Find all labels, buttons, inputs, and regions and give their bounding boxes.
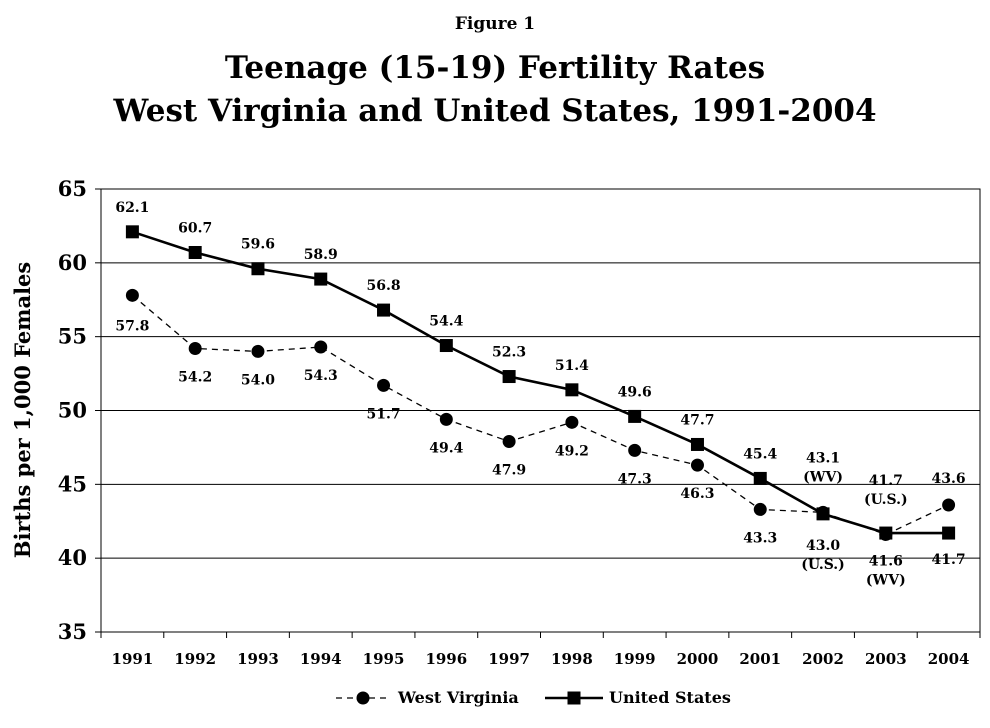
gridlines <box>101 188 980 559</box>
series-line-west-virginia <box>131 294 949 536</box>
data-label-west-virginia-1997: 47.9 <box>492 463 526 479</box>
point-united-states-1998 <box>565 383 579 397</box>
data-label-united-states-1995: 56.8 <box>366 278 400 294</box>
point-west-virginia-1996 <box>439 412 453 426</box>
point-united-states-1999 <box>628 409 642 423</box>
legend-marker-west-virginia <box>356 691 370 705</box>
data-label-west-virginia-2000: 46.3 <box>680 486 714 502</box>
point-west-virginia-2000 <box>690 458 704 472</box>
point-west-virginia-1994 <box>314 340 328 354</box>
series-layer <box>125 225 956 542</box>
point-west-virginia-2001 <box>753 502 767 516</box>
x-tick-label: 1998 <box>551 650 593 668</box>
point-united-states-1997 <box>502 370 516 384</box>
data-label-west-virginia-1992: 54.2 <box>178 369 212 385</box>
chart-title: Teenage (15-19) Fertility Rates <box>224 50 766 86</box>
data-label-united-states-1999: 49.6 <box>618 384 652 400</box>
data-label-united-states-1997: 52.3 <box>492 345 526 361</box>
data-label-west-virginia-1995: 51.7 <box>366 406 400 422</box>
data-label-united-states-1991: 62.1 <box>115 200 149 216</box>
x-tick-label: 1997 <box>488 650 530 668</box>
data-label-west-virginia-2001: 43.3 <box>743 530 777 546</box>
figure-label: Figure 1 <box>454 14 536 34</box>
data-labels: 62.1 60.7 59.6 58.9 56.8 54.4 52.3 51.4 49.6 47.7… <box>115 200 965 589</box>
data-label-united-states-2000: 47.7 <box>680 412 714 428</box>
point-west-virginia-1997 <box>502 435 516 449</box>
point-united-states-2003 <box>879 526 893 540</box>
data-label-west-virginia-1998: 49.2 <box>555 443 589 459</box>
x-tick-label: 2000 <box>677 650 719 668</box>
data-label-united-states-1993: 59.6 <box>241 237 275 253</box>
y-tick-label: 45 <box>58 471 87 496</box>
chart-subtitle: West Virginia and United States, 1991-20… <box>113 93 877 129</box>
data-label-west-virginia-2003: 41.6 (WV) <box>866 554 906 589</box>
x-tick-label: 2003 <box>865 650 907 668</box>
x-tick-label: 2002 <box>802 650 844 668</box>
data-label-united-states-2002: 43.0 (U.S.) <box>801 538 845 573</box>
legend-label-united-states: United States <box>609 688 731 707</box>
data-label-west-virginia-1991: 57.8 <box>115 318 149 334</box>
data-label-united-states-1998: 51.4 <box>555 358 589 374</box>
point-west-virginia-1992 <box>188 341 202 355</box>
point-united-states-1993 <box>251 262 265 276</box>
point-united-states-1994 <box>314 272 328 286</box>
point-united-states-2002 <box>816 507 830 521</box>
data-label-west-virginia-1994: 54.3 <box>304 368 338 384</box>
x-tick-labels: 1991 1992 1993 1994 1995 1996 1997 1998 1999 2000… <box>112 650 970 668</box>
point-west-virginia-1993 <box>251 344 265 358</box>
y-tick-label: 40 <box>58 545 87 570</box>
y-axis-label: Births per 1,000 Females <box>10 262 35 559</box>
series-line-united-states <box>131 230 949 535</box>
x-tick-label: 1992 <box>174 650 216 668</box>
point-west-virginia-1999 <box>628 443 642 457</box>
data-label-united-states-2003: 41.7 (U.S.) <box>864 473 908 508</box>
x-tick-label: 1994 <box>300 650 342 668</box>
data-label-united-states-1996: 54.4 <box>429 314 463 330</box>
y-tick-label: 65 <box>58 176 87 201</box>
data-label-west-virginia-1999: 47.3 <box>618 471 652 487</box>
data-label-united-states-2001: 45.4 <box>743 446 777 462</box>
point-west-virginia-1991 <box>125 288 139 302</box>
data-label-united-states-1994: 58.9 <box>304 247 338 263</box>
point-united-states-1996 <box>439 339 453 353</box>
y-tick-labels: 35 40 45 50 55 60 65 <box>58 176 87 644</box>
point-west-virginia-1995 <box>377 378 391 392</box>
data-label-west-virginia-1996: 49.4 <box>429 440 463 456</box>
x-tick-label: 2001 <box>739 650 781 668</box>
x-tick-label: 1996 <box>425 650 467 668</box>
y-tick-label: 55 <box>58 324 87 349</box>
x-tick-label: 1999 <box>614 650 656 668</box>
data-label-united-states-1992: 60.7 <box>178 220 212 236</box>
point-united-states-2001 <box>753 471 767 485</box>
data-label-west-virginia-2004: 43.6 <box>932 471 966 487</box>
point-united-states-2000 <box>690 437 704 451</box>
point-united-states-1992 <box>188 245 202 259</box>
point-west-virginia-2004 <box>942 498 956 512</box>
data-label-united-states-2004: 41.7 <box>932 552 966 568</box>
legend: West Virginia United States <box>336 688 731 707</box>
axes <box>95 188 981 638</box>
x-tick-label: 1995 <box>363 650 405 668</box>
y-tick-label: 35 <box>58 619 87 644</box>
data-label-west-virginia-1993: 54.0 <box>241 372 275 388</box>
point-west-virginia-1998 <box>565 415 579 429</box>
point-united-states-2004 <box>942 526 956 540</box>
x-tick-label: 1993 <box>237 650 279 668</box>
data-label-west-virginia-2002: 43.1 (WV) <box>803 450 843 485</box>
legend-label-west-virginia: West Virginia <box>397 688 519 707</box>
x-tick-label: 2004 <box>928 650 970 668</box>
y-tick-label: 60 <box>58 250 87 275</box>
point-united-states-1991 <box>125 225 139 239</box>
x-tick-label: 1991 <box>112 650 154 668</box>
legend-marker-united-states <box>567 691 581 705</box>
point-united-states-1995 <box>377 303 391 317</box>
y-tick-label: 50 <box>58 398 87 423</box>
